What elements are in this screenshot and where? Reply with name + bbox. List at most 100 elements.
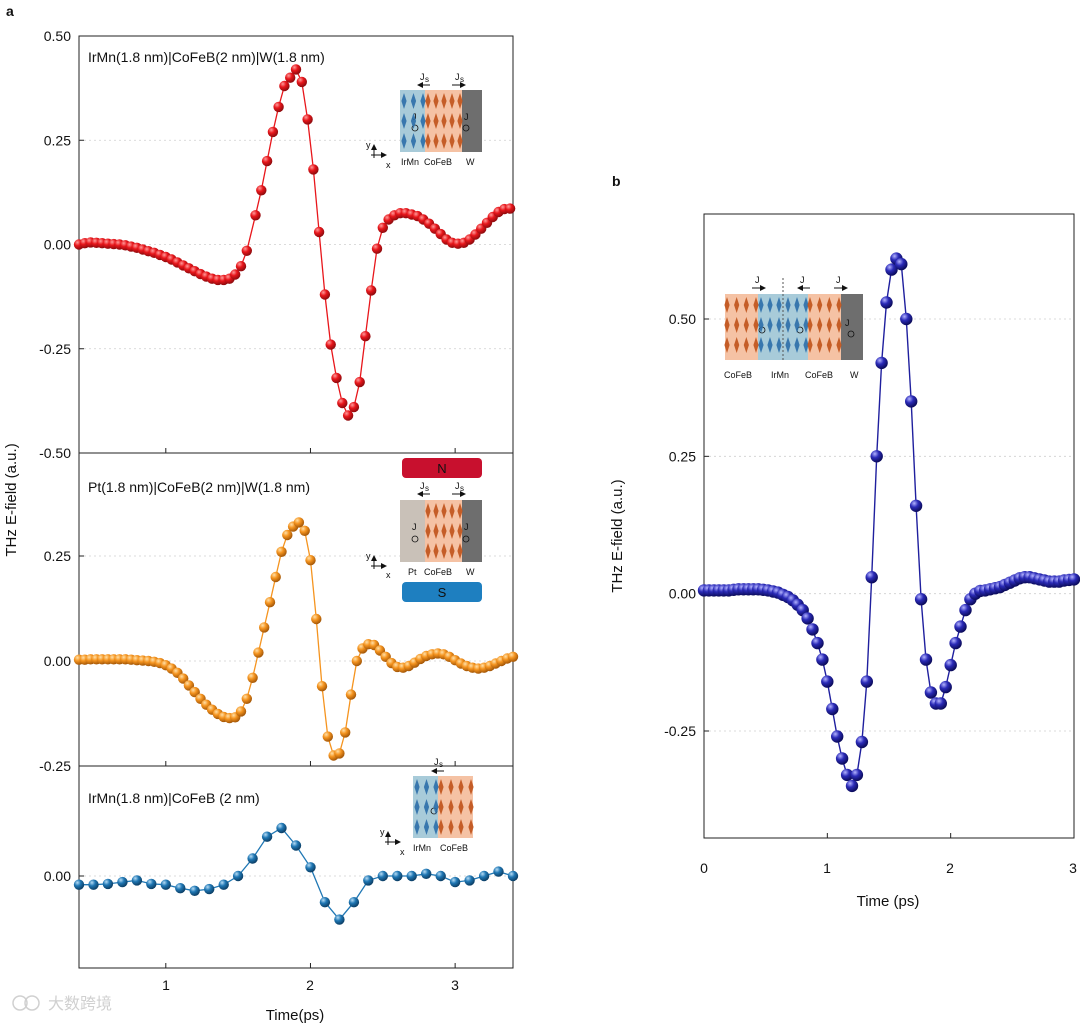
data-point xyxy=(449,876,461,888)
spin-arrow-icon xyxy=(433,133,439,149)
data-point xyxy=(178,673,189,684)
data-point xyxy=(270,571,281,583)
spin-arrow-icon xyxy=(433,819,439,835)
data-point xyxy=(305,555,316,566)
data-point xyxy=(363,875,374,886)
spin-arrow-icon xyxy=(401,93,407,109)
data-point xyxy=(909,499,923,512)
spin-arrow-icon xyxy=(425,523,431,539)
data-point xyxy=(290,840,302,851)
spin-arrow-icon xyxy=(458,819,464,835)
spin-arrow-icon xyxy=(753,317,759,333)
data-point xyxy=(267,126,279,138)
data-point xyxy=(276,822,287,834)
data-point xyxy=(247,672,258,683)
data-point xyxy=(478,870,490,882)
data-point xyxy=(256,185,267,196)
data-point xyxy=(835,752,849,765)
inset1-w-layer xyxy=(462,90,482,152)
inset2-w-layer xyxy=(462,500,482,562)
inset1-js-label-1: J xyxy=(420,72,425,82)
spin-arrow-icon xyxy=(776,317,782,333)
spin-arrow-icon xyxy=(836,317,842,333)
spin-arrow-icon xyxy=(734,337,740,353)
inset3-js-sub: s xyxy=(439,760,443,769)
data-point xyxy=(279,80,290,92)
spin-arrow-icon xyxy=(758,297,764,313)
spin-arrow-icon xyxy=(457,523,463,539)
spin-arrow-icon xyxy=(441,133,447,149)
inset1-w-text: W xyxy=(466,157,475,167)
y-tick-label: 0.25 xyxy=(669,448,696,464)
inset2-w-text: W xyxy=(466,567,475,577)
inset-pt-cofeb-w: N S J s J s J J y x Pt CoFeB W xyxy=(366,458,482,602)
spin-arrow-icon xyxy=(794,337,800,353)
inset4-cofeb-layer-1 xyxy=(725,294,758,360)
data-point xyxy=(504,203,516,214)
data-point xyxy=(919,653,933,666)
panel-a-y-axis-label: THz E-field (a.u.) xyxy=(3,443,20,556)
spin-arrow-icon xyxy=(724,337,730,353)
subplot-3-title: IrMn(1.8 nm)|CoFeB (2 nm) xyxy=(88,790,260,806)
data-point xyxy=(806,623,819,636)
data-point xyxy=(337,397,348,409)
data-point xyxy=(944,658,957,672)
data-point xyxy=(954,620,967,633)
inset2-x-letter: x xyxy=(386,570,391,580)
inset2-jc-label-1: J xyxy=(412,522,417,532)
spin-arrow-icon xyxy=(753,297,759,313)
spin-arrow-icon xyxy=(457,543,463,559)
data-point xyxy=(247,853,258,864)
inset1-js-label-2: J xyxy=(455,72,460,82)
data-point xyxy=(855,735,869,749)
data-point xyxy=(875,356,888,370)
data-point xyxy=(406,870,417,882)
spin-arrow-icon xyxy=(414,779,420,795)
data-point xyxy=(241,693,252,704)
spin-arrow-icon xyxy=(724,317,730,333)
panel-b-x-tick-2: 2 xyxy=(946,860,954,876)
data-point xyxy=(826,702,839,716)
data-point xyxy=(351,655,362,667)
data-point xyxy=(319,289,331,300)
inset4-cofeb2-spins xyxy=(807,297,842,353)
data-point xyxy=(273,101,284,113)
spin-arrow-icon xyxy=(423,799,430,815)
inset4-js-label-3: J xyxy=(836,275,841,285)
spin-arrow-icon xyxy=(433,779,439,795)
subplot-2-title: Pt(1.8 nm)|CoFeB(2 nm)|W(1.8 nm) xyxy=(88,479,310,495)
data-point xyxy=(900,312,913,326)
spin-arrow-icon xyxy=(743,297,749,313)
inset3-irmn-text: IrMn xyxy=(413,843,431,853)
data-point xyxy=(253,647,264,658)
panel-b-y-axis-label: THz E-field (a.u.) xyxy=(609,479,626,592)
spin-arrow-icon xyxy=(423,819,430,835)
panel-b-frame xyxy=(703,213,1075,839)
y-tick-label: -0.25 xyxy=(664,723,696,739)
spin-arrow-icon xyxy=(776,297,782,313)
watermark: 大数跨境 xyxy=(12,994,112,1013)
inset1-cross-icon-2 xyxy=(462,124,470,132)
spin-arrow-icon xyxy=(826,337,832,353)
inset2-js-label-1: J xyxy=(420,481,425,491)
spin-arrow-icon xyxy=(448,779,454,795)
inset1-irmn-text: IrMn xyxy=(401,157,419,167)
spin-arrow-icon xyxy=(414,819,420,835)
spin-arrow-icon xyxy=(433,523,439,539)
spin-arrow-icon xyxy=(817,297,823,313)
panel-a-x-axis-label: Time(ps) xyxy=(266,1007,325,1024)
data-point xyxy=(860,675,873,688)
data-point xyxy=(345,689,357,700)
data-point xyxy=(340,727,351,738)
data-point xyxy=(232,870,244,882)
spin-arrow-icon xyxy=(401,113,407,129)
spin-arrow-icon xyxy=(458,799,464,815)
data-point xyxy=(959,603,972,617)
spin-arrow-icon xyxy=(458,779,464,795)
data-point xyxy=(377,870,388,882)
inset3-cofeb-layer xyxy=(438,776,473,838)
data-point xyxy=(305,862,316,873)
spin-arrow-icon xyxy=(767,297,773,313)
spin-arrow-icon xyxy=(457,113,463,129)
